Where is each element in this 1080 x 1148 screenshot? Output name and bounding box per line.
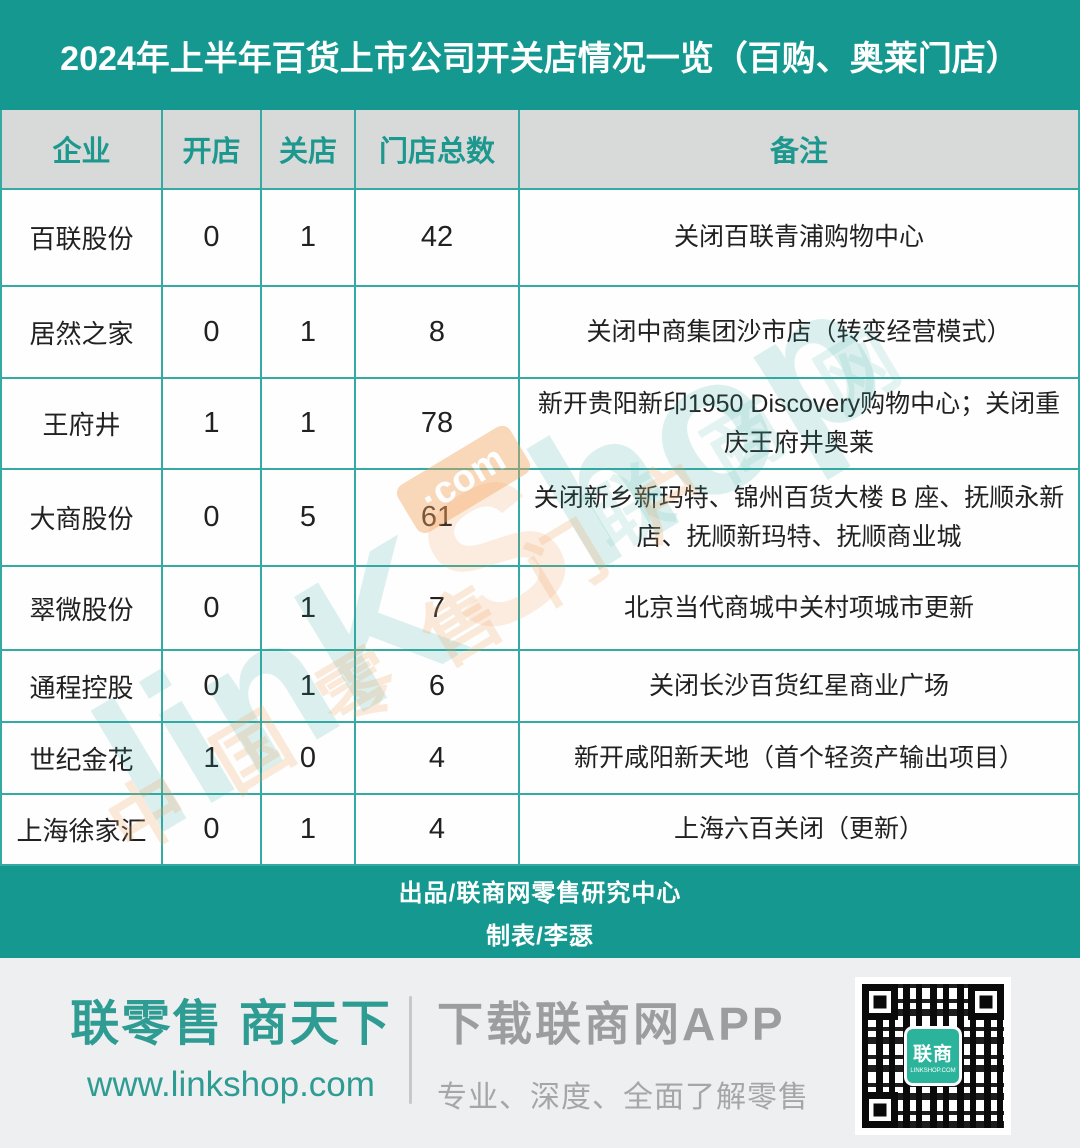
chart-by-text: 制表/李瑟 xyxy=(486,923,594,950)
opened-cell: 0 xyxy=(163,795,262,866)
col-header-remarks: 备注 xyxy=(520,110,1080,190)
total-cell: 78 xyxy=(356,379,520,470)
col-header-total-stores: 门店总数 xyxy=(356,110,520,190)
note-cell: 关闭中商集团沙市店（转变经营模式） xyxy=(520,287,1080,379)
closed-cell: 1 xyxy=(262,190,356,287)
note-cell: 新开贵阳新印1950 Discovery购物中心；关闭重庆王府井奥莱 xyxy=(520,379,1080,470)
note-cell: 关闭长沙百货红星商业广场 xyxy=(520,651,1080,723)
opened-cell: 0 xyxy=(163,567,262,651)
total-cell: 4 xyxy=(356,795,520,866)
linkshop-brand-block: 联零售 商天下 www.linkshop.com xyxy=(70,984,392,1105)
qr-finder-top-left xyxy=(862,984,898,1020)
opened-cell: 1 xyxy=(163,723,262,795)
closed-cell: 1 xyxy=(262,287,356,379)
note-cell: 关闭百联青浦购物中心 xyxy=(520,190,1080,287)
credit-band: 出品/联商网零售研究中心 制表/李瑟 xyxy=(0,866,1080,958)
total-cell: 4 xyxy=(356,723,520,795)
closed-cell: 5 xyxy=(262,470,356,567)
opened-cell: 0 xyxy=(163,190,262,287)
produced-by-text: 出品/联商网零售研究中心 xyxy=(398,880,682,907)
vertical-divider xyxy=(409,996,412,1104)
company-cell: 翠微股份 xyxy=(2,567,163,651)
app-promo-block: 下载联商网APP 专业、深度、全面了解零售 xyxy=(437,988,809,1116)
qr-logo-text-en: LINKSHOP.COM xyxy=(910,1067,956,1074)
company-cell: 大商股份 xyxy=(2,470,163,567)
qr-logo-text-cn: 联商 xyxy=(912,1043,953,1065)
closed-cell: 1 xyxy=(262,379,356,470)
company-cell: 通程控股 xyxy=(2,651,163,723)
closed-cell: 1 xyxy=(262,567,356,651)
app-download-title: 下载联商网APP xyxy=(437,998,786,1050)
note-cell: 新开咸阳新天地（首个轻资产输出项目） xyxy=(520,723,1080,795)
closed-cell: 1 xyxy=(262,795,356,866)
page-title: 2024年上半年百货上市公司开关店情况一览（百购、奥莱门店） xyxy=(60,39,1020,78)
website-url: www.linkshop.com xyxy=(87,1065,375,1104)
linkshop-logo: 联商 LINKSHOP.COM xyxy=(904,1026,962,1086)
store-open-close-table: 企业 开店 关店 门店总数 备注 百联股份 0 1 42 关闭百联青浦购物中心 … xyxy=(0,110,1080,866)
title-bar: 2024年上半年百货上市公司开关店情况一览（百购、奥莱门店） xyxy=(0,0,1080,110)
qr-finder-bottom-left xyxy=(862,1092,898,1128)
qr-finder-top-right xyxy=(968,984,1004,1020)
opened-cell: 0 xyxy=(163,651,262,723)
opened-cell: 0 xyxy=(163,287,262,379)
company-cell: 上海徐家汇 xyxy=(2,795,163,866)
col-header-company: 企业 xyxy=(2,110,163,190)
total-cell: 8 xyxy=(356,287,520,379)
col-header-closed: 关店 xyxy=(262,110,356,190)
opened-cell: 0 xyxy=(163,470,262,567)
company-cell: 百联股份 xyxy=(2,190,163,287)
closed-cell: 1 xyxy=(262,651,356,723)
total-cell: 6 xyxy=(356,651,520,723)
total-cell: 61 xyxy=(356,470,520,567)
total-cell: 7 xyxy=(356,567,520,651)
company-cell: 世纪金花 xyxy=(2,723,163,795)
app-download-subtitle: 专业、深度、全面了解零售 xyxy=(437,1081,809,1114)
col-header-opened: 开店 xyxy=(163,110,262,190)
company-cell: 王府井 xyxy=(2,379,163,470)
qr-code: 联商 LINKSHOP.COM xyxy=(855,977,1011,1135)
opened-cell: 1 xyxy=(163,379,262,470)
note-cell: 上海六百关闭（更新） xyxy=(520,795,1080,866)
closed-cell: 0 xyxy=(262,723,356,795)
company-cell: 居然之家 xyxy=(2,287,163,379)
note-cell: 关闭新乡新玛特、锦州百货大楼 B 座、抚顺永新店、抚顺新玛特、抚顺商业城 xyxy=(520,470,1080,567)
branding-footer: 联零售 商天下 www.linkshop.com 下载联商网APP 专业、深度、… xyxy=(0,958,1080,1148)
note-cell: 北京当代商城中关村项城市更新 xyxy=(520,567,1080,651)
brand-slogan: 联零售 商天下 xyxy=(70,997,392,1051)
total-cell: 42 xyxy=(356,190,520,287)
